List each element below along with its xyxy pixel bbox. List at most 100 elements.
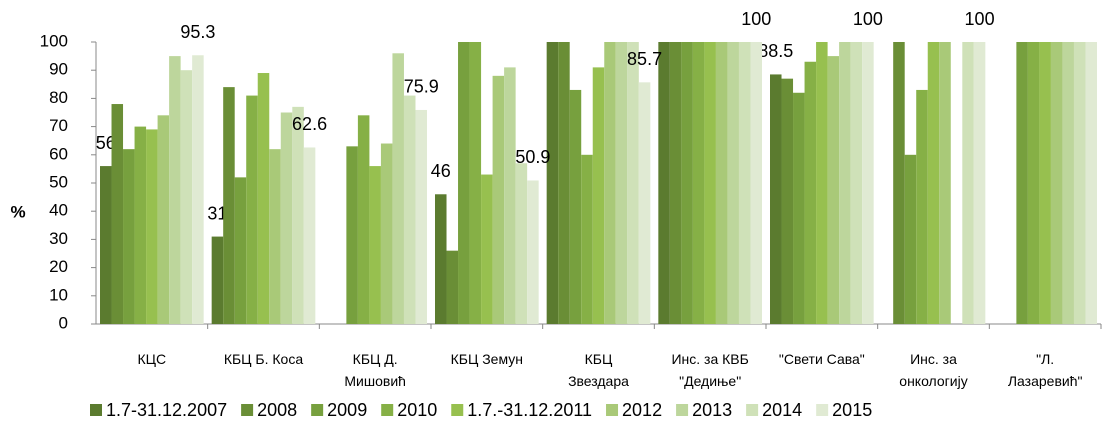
y-tick-label: 80 (49, 88, 68, 107)
legend-label: 2012 (622, 400, 662, 420)
bar (558, 42, 570, 324)
bar (211, 236, 224, 324)
bar (504, 67, 516, 324)
x-tick-label: Инс. за онкологију (899, 351, 967, 389)
data-label: 62.6 (292, 114, 327, 134)
y-tick-label: 20 (49, 257, 68, 276)
bar (604, 42, 616, 324)
bar (638, 82, 651, 325)
legend-label: 2014 (762, 400, 802, 420)
legend-label: 2015 (832, 400, 872, 420)
bar (269, 149, 281, 324)
bar (827, 56, 840, 324)
data-label: 31 (207, 203, 227, 223)
legend-swatch (676, 404, 689, 416)
data-label: 85.7 (627, 49, 662, 69)
x-tick-label: КБЦ Д. Мишовић (344, 351, 406, 389)
bar (939, 42, 951, 324)
bar (415, 109, 427, 324)
bar (916, 89, 928, 324)
bar (392, 53, 404, 324)
bar (146, 129, 158, 324)
legend-label: 2013 (692, 400, 732, 420)
data-label: 75.9 (404, 77, 439, 97)
bar (904, 154, 917, 324)
bar (581, 154, 593, 324)
bar (973, 42, 986, 324)
x-tick-label: КБЦ Звездара (568, 351, 629, 389)
x-tick-label: Инс. за КВБ "Дедиње" (671, 351, 748, 389)
y-tick-label: 0 (59, 313, 68, 332)
bar (1050, 42, 1063, 324)
x-tick-label: "Свети Сава" (779, 351, 865, 367)
bar (627, 42, 639, 324)
bar (1062, 42, 1074, 324)
y-tick-label: 50 (49, 172, 68, 191)
bar (527, 180, 539, 324)
legend-label: 2010 (397, 400, 437, 420)
bar (692, 42, 705, 324)
bar (292, 106, 304, 324)
x-tick-label: КБЦ Б. Коса (224, 351, 303, 367)
y-tick-label: 90 (49, 60, 68, 79)
bar (1073, 42, 1086, 324)
bar (357, 115, 370, 324)
y-tick-label: 60 (49, 144, 68, 163)
legend-swatch (816, 404, 829, 416)
y-tick-label: 30 (49, 229, 68, 248)
bar (111, 104, 124, 324)
bar (893, 42, 905, 324)
y-tick-label: 70 (49, 116, 68, 135)
y-tick-label: 40 (49, 201, 68, 220)
bar (615, 42, 628, 324)
x-tick-label: КЦС (138, 351, 167, 367)
bar (704, 42, 716, 324)
bar (446, 250, 459, 324)
bar (492, 75, 505, 324)
bar (257, 73, 270, 325)
bar (123, 149, 135, 324)
bar (569, 89, 582, 324)
bar (658, 42, 670, 324)
bar (927, 42, 940, 324)
bar (435, 194, 447, 324)
data-label: 95.3 (180, 22, 215, 42)
legend-swatch (90, 404, 102, 416)
bar (750, 42, 762, 324)
bar (793, 92, 805, 324)
bar (515, 163, 528, 324)
bar (169, 56, 181, 324)
bar (850, 42, 863, 324)
bar (481, 174, 493, 324)
y-tick-label: 10 (49, 285, 68, 304)
bar (862, 42, 874, 324)
y-axis-label: % (10, 202, 25, 221)
legend-label: 1.7-31.12.2007 (106, 400, 227, 420)
bar (1039, 42, 1051, 324)
bar (839, 42, 851, 324)
x-tick-label: КБЦ Земун (451, 351, 523, 367)
bar (280, 112, 293, 324)
bar (192, 55, 204, 325)
bar (223, 87, 235, 325)
bar (592, 67, 605, 324)
bar (134, 126, 147, 324)
legend-swatch (241, 404, 254, 416)
bar (469, 42, 482, 324)
bar (804, 61, 817, 325)
bar (369, 166, 381, 324)
y-tick-label: 100 (40, 31, 68, 50)
x-tick-label: "Л. Лазаревић" (1008, 351, 1083, 389)
bar (246, 95, 258, 324)
bar (346, 146, 358, 324)
data-label: 88.5 (758, 41, 793, 61)
bar (1027, 42, 1040, 324)
bar (100, 166, 112, 324)
bar (403, 95, 416, 324)
legend-swatch (746, 404, 759, 416)
bar (157, 115, 170, 324)
bar (1085, 42, 1097, 324)
bar (458, 42, 470, 324)
bar (669, 42, 682, 324)
